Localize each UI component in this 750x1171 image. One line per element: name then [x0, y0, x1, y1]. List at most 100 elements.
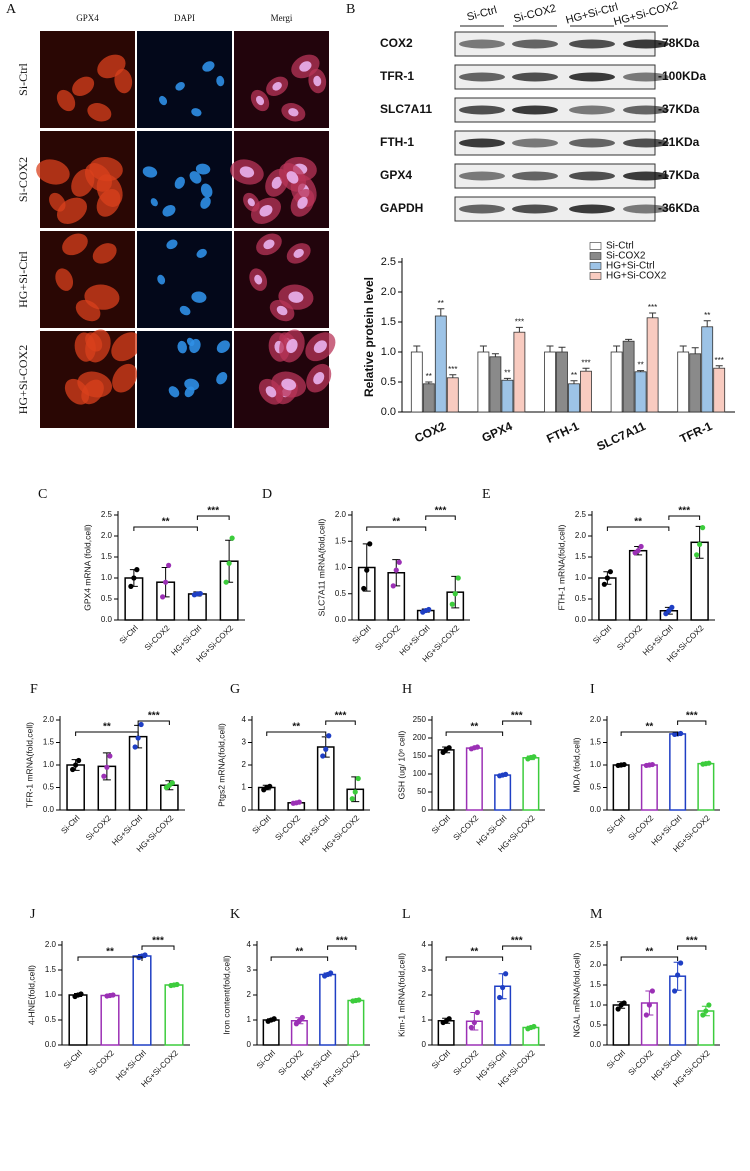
y-tick-label: 1.5 [335, 536, 347, 545]
protein-label: FTH-1 [380, 135, 414, 149]
error-bar [691, 347, 699, 354]
panel-letter: H [402, 682, 412, 697]
significance-label: ** [438, 299, 444, 308]
data-point [621, 761, 627, 768]
bar [568, 383, 580, 413]
column-header: DAPI [174, 13, 195, 23]
nucleus-stain [200, 183, 213, 198]
blot-band [569, 138, 615, 148]
data-point [703, 1008, 709, 1014]
error-bar [703, 320, 711, 327]
y-tick-label: 0.0 [575, 615, 587, 624]
nucleus-stain [272, 82, 282, 91]
y-tick-label: 2.5 [590, 940, 602, 949]
data-point [669, 604, 675, 611]
significance-label: *** [648, 303, 657, 312]
bar [410, 351, 423, 413]
y-tick-label: 0.5 [101, 594, 113, 603]
bar [628, 549, 648, 621]
panel-letter: L [402, 907, 411, 922]
nucleus-stain [216, 371, 228, 385]
bar [494, 774, 512, 811]
y-axis-label: Relative protein level [362, 277, 376, 397]
error-bar [613, 345, 621, 352]
y-tick-label: 2.0 [575, 531, 587, 540]
significance-bracket [327, 945, 357, 950]
size-label: -37KDa [658, 102, 700, 116]
nucleus-stain [297, 196, 308, 209]
y-tick-label: 1.0 [43, 760, 55, 769]
blot-band [459, 204, 505, 214]
significance-bracket [325, 720, 356, 725]
y-tick-label: 50 [417, 787, 426, 796]
significance-label: *** [686, 711, 698, 722]
data-point [393, 567, 399, 573]
y-tick-label: 0.0 [101, 615, 113, 624]
data-point [396, 559, 402, 565]
bar [697, 762, 715, 811]
x-tick-label: Si-COX2 [615, 623, 644, 652]
bar [477, 351, 490, 413]
y-tick-label: 4 [247, 940, 252, 949]
bar [319, 973, 337, 1046]
row-label: Si-Ctrl [16, 62, 30, 95]
y-tick-label: 3 [247, 965, 252, 974]
size-label: -17KDa [658, 168, 700, 182]
data-point [131, 575, 137, 581]
error-bar [479, 345, 487, 352]
data-point [197, 590, 203, 597]
y-axis-label: SLC7A11 mRNA(fold,cell) [316, 519, 326, 617]
significance-bracket [196, 515, 230, 520]
panel-letter: I [590, 682, 595, 697]
panel-letter: C [38, 487, 47, 502]
protein-label: TFR-1 [380, 69, 414, 83]
significance-label: *** [435, 506, 447, 517]
y-tick-label: 1.0 [335, 563, 347, 572]
cell-stain [64, 378, 90, 405]
panel-letter: M [590, 907, 603, 922]
data-point [110, 992, 116, 998]
y-tick-label: 1.0 [45, 990, 57, 999]
data-point [132, 744, 138, 750]
legend-label: Si-COX2 [606, 251, 646, 262]
y-tick-label: 1.0 [101, 573, 113, 582]
y-axis-label: GPX4 mRNA (fold,cell) [82, 524, 92, 611]
panel-letter: A [6, 2, 17, 17]
x-tick-label: TFR-1 [678, 419, 715, 446]
y-tick-label: 1.5 [45, 965, 57, 974]
blot-band [569, 72, 615, 82]
nucleus-stain [259, 204, 273, 217]
data-point [390, 583, 396, 589]
data-point [638, 543, 644, 550]
y-tick-label: 0.0 [590, 1040, 602, 1049]
data-point [700, 1012, 706, 1018]
protein-label: GAPDH [380, 201, 423, 215]
bar [634, 371, 647, 413]
cell-stain [84, 284, 120, 310]
y-tick-label: 1 [422, 1015, 427, 1024]
nucleus-stain [175, 82, 185, 91]
x-tick-label: Si-COX2 [627, 1048, 656, 1077]
error-bar [449, 374, 457, 378]
data-point [706, 760, 712, 766]
bar [610, 351, 623, 413]
bar [513, 331, 526, 413]
data-point [446, 745, 452, 751]
y-axis-label: NGAL mRNA(fold,cell) [571, 952, 581, 1037]
x-tick-label: Si-Ctrl [59, 813, 81, 835]
y-tick-label: 3 [422, 965, 427, 974]
data-point [601, 581, 607, 587]
size-label: -36KDa [658, 201, 700, 215]
x-tick-label: Si-Ctrl [118, 623, 140, 645]
data-point [455, 575, 461, 581]
nucleus-stain [313, 340, 327, 354]
significance-bracket [133, 526, 198, 531]
column-header: GPX4 [76, 13, 99, 23]
significance-label: *** [511, 936, 523, 947]
bar [68, 994, 88, 1046]
y-axis-label: FTH-1 mRNA(fold,cell) [556, 524, 566, 610]
y-tick-label: 0.5 [335, 589, 347, 598]
data-point [426, 606, 432, 613]
bar [262, 1019, 280, 1046]
data-point [449, 601, 455, 607]
